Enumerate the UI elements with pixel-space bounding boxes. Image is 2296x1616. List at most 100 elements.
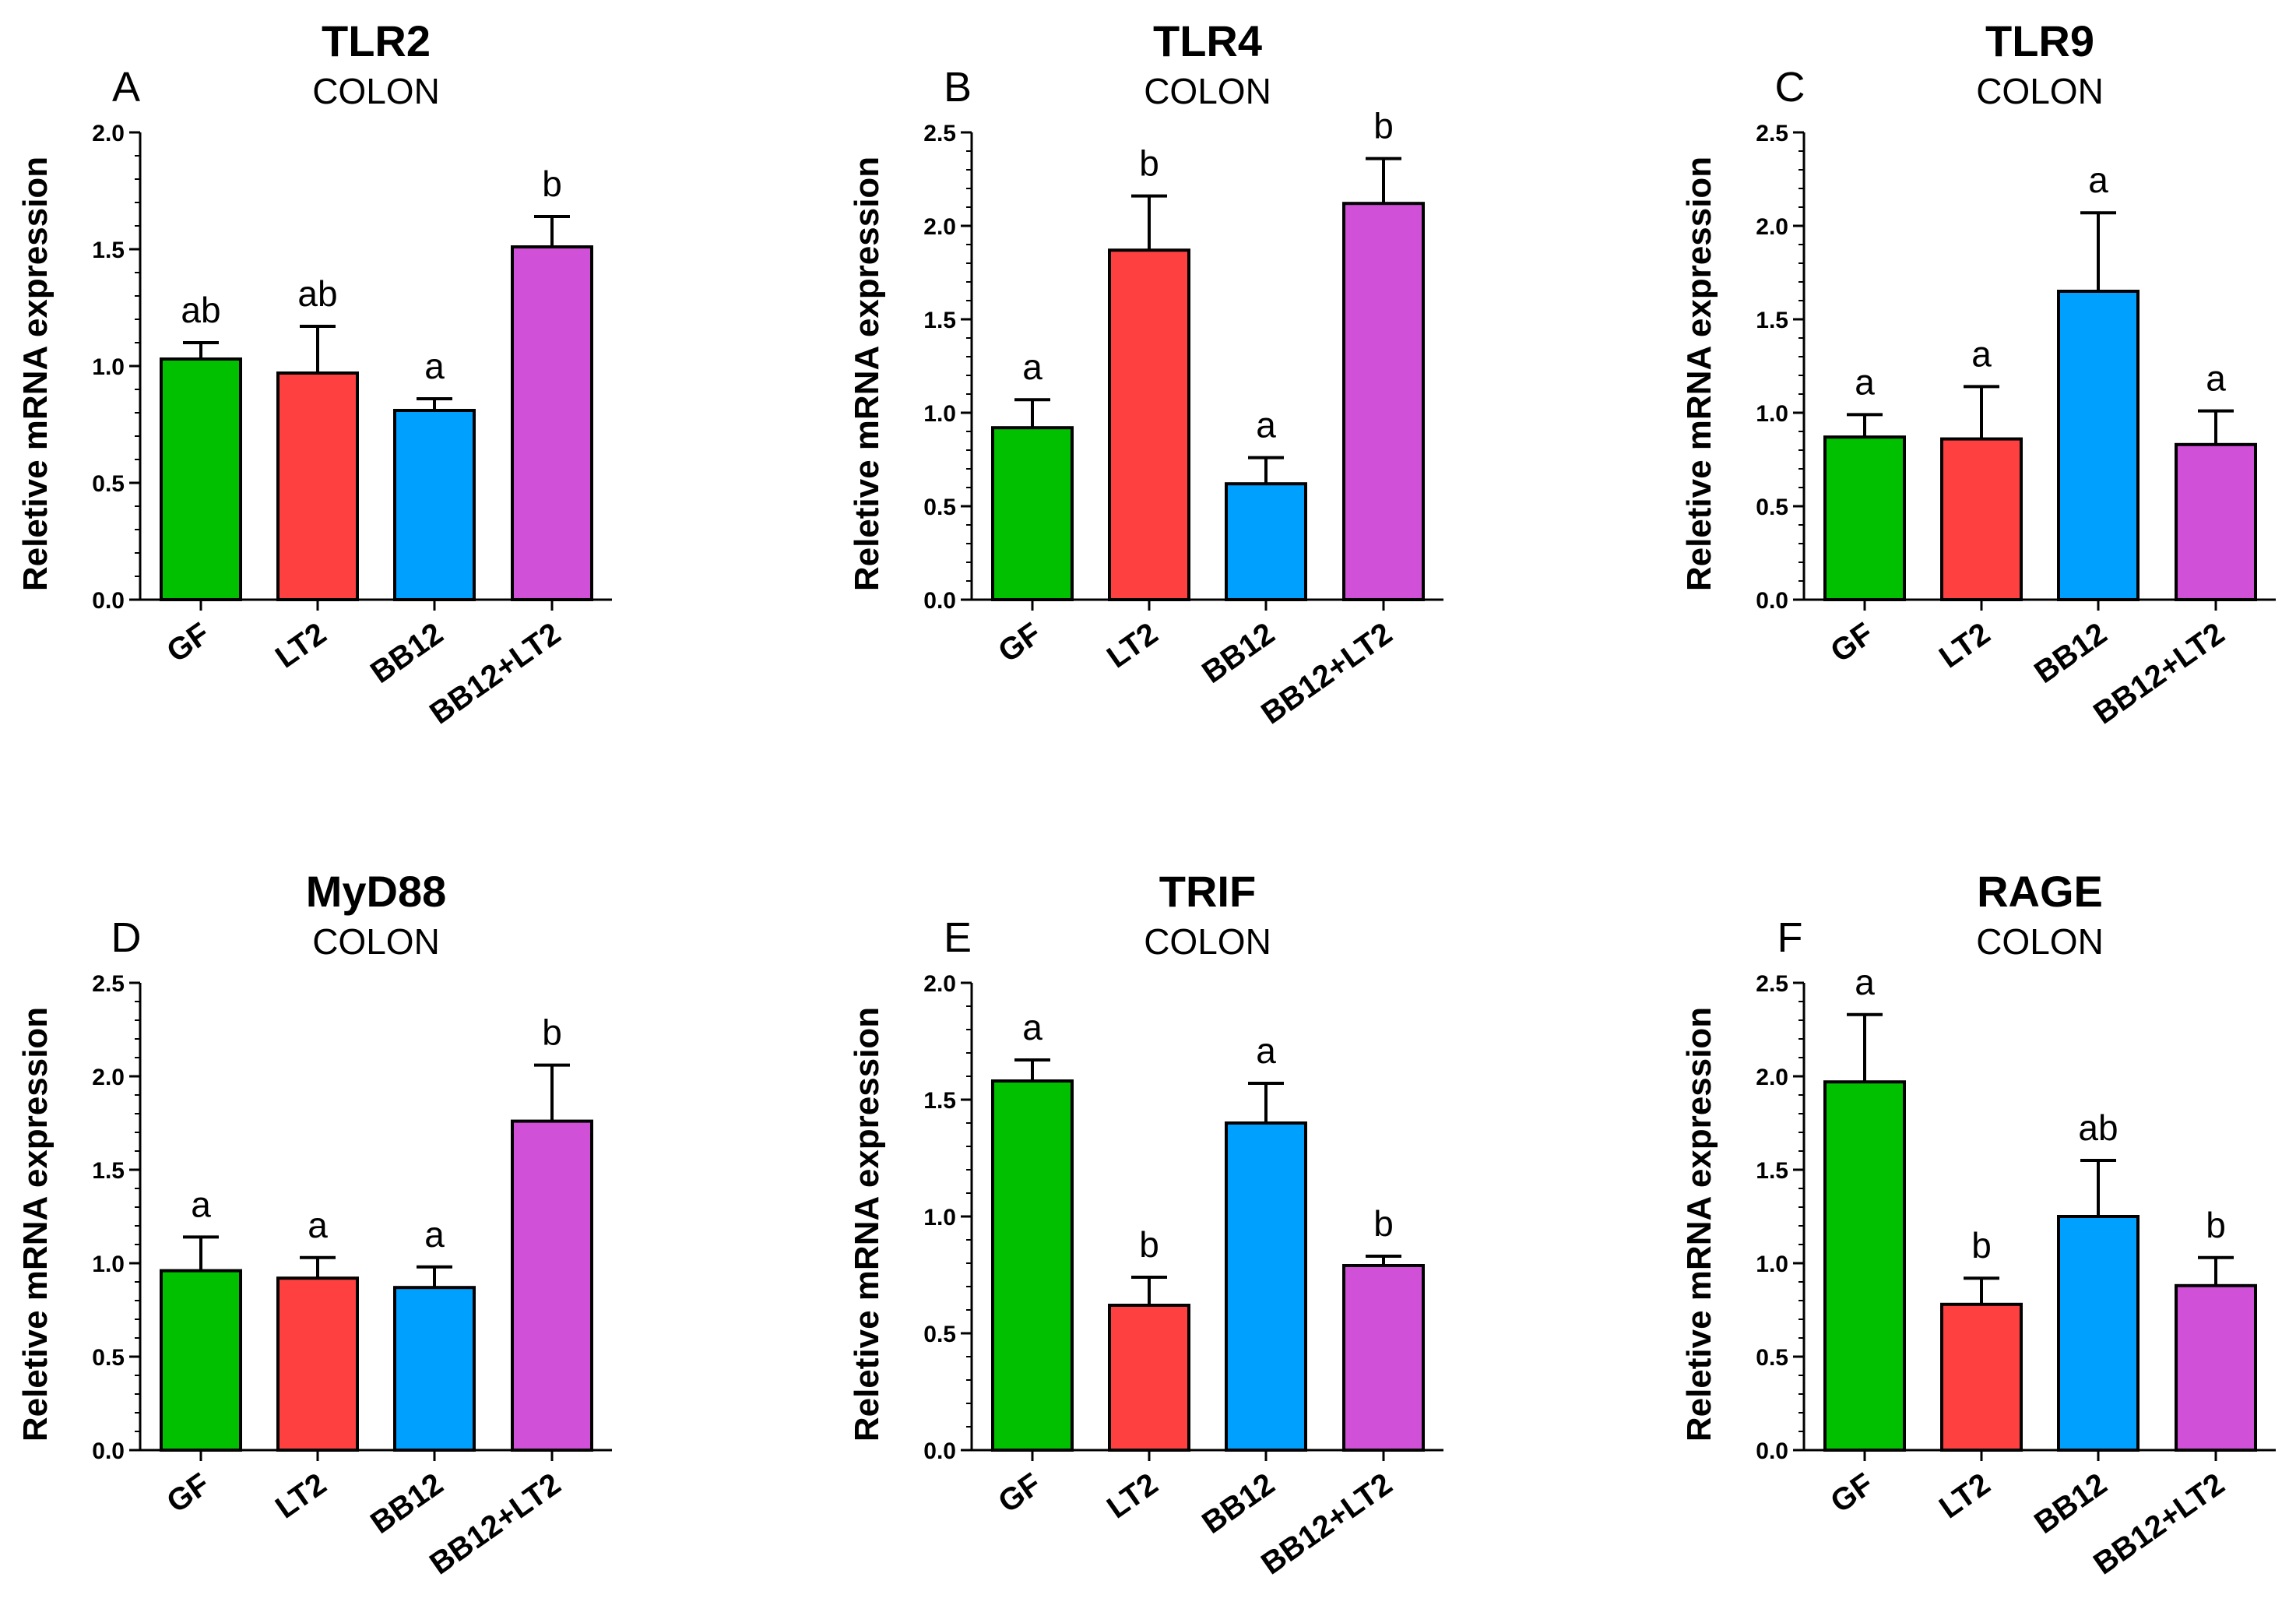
significance-label: a [424,1214,445,1255]
panel-f: RAGE COLON F Reletive mRNA expression 0.0 0.5… [1680,867,2276,1582]
bar-lt2 [276,371,359,601]
significance-label: b [1139,143,1159,184]
bar-gf [160,357,242,601]
bar-lt2 [1940,1302,2023,1452]
bar-bb12 [1225,1121,1307,1452]
y-axis-label: Reletive mRNA expression [1680,157,1718,591]
chart-title: TLR4 [1153,16,1262,65]
x-tick-label: BB12 [2028,616,2113,690]
chart-subtitle: COLON [312,71,440,111]
y-tick-label: 1.0 [1756,1252,1788,1277]
bar-bb12 [1225,482,1307,602]
y-tick-label: 0.5 [923,1322,956,1347]
y-axis-label: Reletive mRNA expression [16,157,54,591]
bar-gf [991,1079,1074,1452]
bar-lt2 [1108,1304,1190,1452]
chart-subtitle: COLON [1976,71,2104,111]
x-tick-label: LT2 [1101,1466,1164,1525]
significance-label: b [1139,1224,1159,1265]
chart-subtitle: COLON [1976,921,2104,962]
bar-bb12-lt2 [2175,442,2257,601]
x-tick-label: LT2 [1933,1466,1996,1525]
significance-label: a [1256,1030,1276,1071]
chart-title: TLR2 [322,16,431,65]
x-tick-label: BB12+LT2 [1255,1466,1398,1581]
y-tick-label: 2.0 [1756,214,1788,240]
y-tick-label: 0.0 [92,588,125,614]
y-tick-label: 0.5 [923,495,956,520]
bar-bb12-lt2 [511,1119,593,1452]
panel-letter: E [944,914,972,961]
panel-letter: A [112,64,140,111]
x-tick-label: LT2 [269,616,332,674]
y-tick-label: 1.0 [1756,401,1788,427]
chart-subtitle: COLON [1144,921,1271,962]
x-tick-label: BB12 [2028,1466,2113,1540]
y-tick-label: 1.5 [923,308,956,333]
significance-label: a [1971,333,1992,374]
panel-d: MyD88 COLON D Reletive mRNA expression 0.0 0.… [16,867,612,1582]
bar-bb12 [2057,1215,2140,1452]
significance-label: a [1855,361,1875,402]
x-tick-label: BB12+LT2 [424,1466,567,1581]
x-tick-label: BB12 [364,616,449,690]
chart-subtitle: COLON [1144,71,1271,111]
x-tick-label: LT2 [269,1466,332,1525]
x-tick-label: BB12+LT2 [424,616,567,731]
x-tick-label: BB12 [364,1466,449,1540]
x-tick-label: GF [1824,616,1879,669]
significance-label: a [1855,962,1875,1002]
x-tick-label: LT2 [1101,616,1164,674]
bar-gf [1823,1080,1906,1452]
significance-label: a [191,1184,211,1224]
bar-lt2 [276,1276,359,1452]
x-tick-label: GF [1824,1466,1879,1519]
chart-title: MyD88 [306,867,447,916]
significance-label: a [1022,1007,1043,1047]
y-tick-label: 2.5 [923,121,956,146]
y-tick-label: 1.0 [923,1205,956,1230]
significance-label: b [542,1012,562,1053]
chart-title: RAGE [1977,867,2103,916]
significance-label: ab [181,290,220,330]
y-tick-label: 2.0 [923,971,956,997]
x-tick-label: LT2 [1933,616,1996,674]
bar-bb12 [2057,290,2140,601]
panel-c: TLR9 COLON C Reletive mRNA expression 0.0 0.5… [1680,16,2276,731]
y-tick-label: 1.5 [92,238,125,263]
y-tick-label: 0.0 [923,1438,956,1464]
y-tick-label: 2.5 [92,971,125,997]
significance-label: b [1373,106,1394,146]
bar-gf [991,426,1074,602]
y-tick-label: 1.5 [1756,1158,1788,1184]
y-tick-label: 0.0 [1756,1438,1788,1464]
significance-label: b [1373,1203,1394,1244]
bar-bb12-lt2 [511,245,593,601]
panel-letter: D [111,914,142,961]
bar-bb12-lt2 [1342,202,1425,601]
y-tick-label: 1.0 [92,1252,125,1277]
chart-title: TLR9 [1985,16,2094,65]
x-tick-label: BB12+LT2 [2087,616,2231,731]
y-tick-label: 0.5 [1756,495,1788,520]
y-tick-label: 1.0 [923,401,956,427]
bar-bb12-lt2 [2175,1283,2257,1452]
significance-label: a [424,346,445,386]
bar-bb12-lt2 [1342,1264,1425,1452]
y-tick-label: 2.5 [1756,971,1788,997]
panel-a: TLR2 COLON A Reletive mRNA expression 0.0 0.5… [16,16,612,731]
panel-letter: C [1775,64,1806,111]
x-tick-label: GF [160,1466,216,1519]
bar-lt2 [1940,437,2023,601]
significance-label: b [1971,1225,1992,1266]
y-tick-label: 2.0 [92,1065,125,1090]
panel-b: TLR4 COLON B Reletive mRNA expression 0.0 0.5… [848,16,1443,731]
significance-label: ab [2078,1107,2118,1148]
y-tick-label: 0.5 [92,471,125,497]
significance-label: a [1022,347,1043,387]
y-tick-label: 0.5 [92,1345,125,1371]
bar-bb12 [393,409,476,601]
chart-title: TRIF [1159,867,1256,916]
significance-label: a [308,1205,328,1245]
significance-label: ab [297,273,337,314]
